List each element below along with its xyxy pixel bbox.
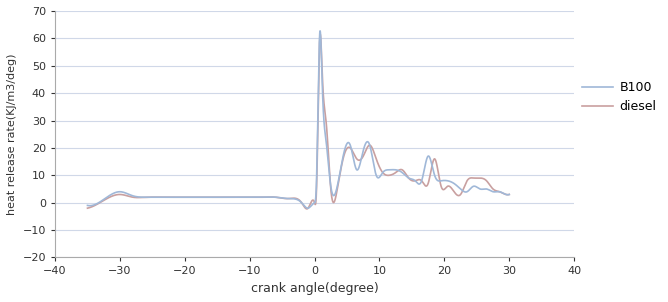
- B100: [494, 190, 502, 194]
- diesel: [416, 178, 424, 182]
- X-axis label: crank angle(degree): crank angle(degree): [250, 282, 379, 295]
- B100: [277, 196, 285, 200]
- B100: [105, 194, 113, 198]
- diesel: [493, 189, 501, 193]
- diesel: [316, 32, 324, 36]
- Y-axis label: heat release rate(KJ/m3/deg): heat release rate(KJ/m3/deg): [7, 53, 17, 215]
- diesel: [84, 206, 92, 210]
- Line: diesel: diesel: [88, 34, 509, 209]
- B100: [505, 193, 513, 196]
- B100: [84, 204, 92, 207]
- Legend: B100, diesel: B100, diesel: [576, 76, 661, 118]
- B100: [493, 190, 501, 194]
- diesel: [277, 196, 285, 200]
- B100: [316, 29, 324, 33]
- diesel: [303, 207, 311, 211]
- B100: [416, 182, 424, 185]
- diesel: [105, 196, 113, 199]
- diesel: [494, 189, 502, 193]
- Line: B100: B100: [88, 31, 509, 208]
- B100: [289, 197, 297, 201]
- diesel: [505, 193, 513, 196]
- diesel: [289, 196, 297, 200]
- B100: [304, 206, 312, 210]
